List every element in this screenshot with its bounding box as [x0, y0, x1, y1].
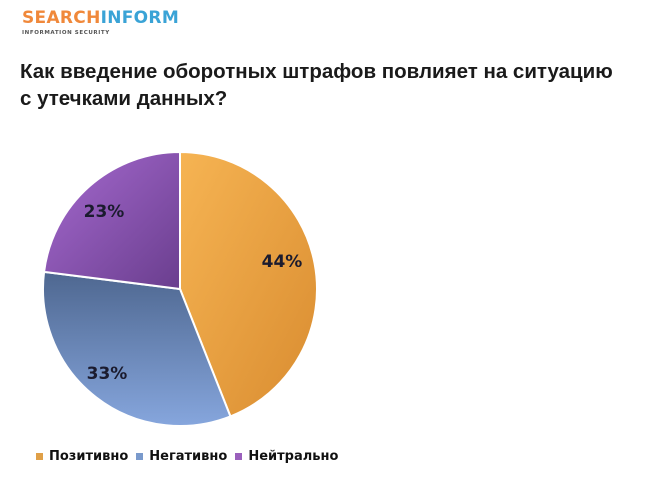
logo-part-inform: INFORM: [100, 8, 180, 28]
chart-title-line-2: с утечками данных?: [20, 87, 228, 110]
logo-part-search: SEARCH: [22, 8, 101, 28]
chart-legend: Позитивно Негативно Нейтрально: [36, 449, 346, 464]
legend-item-neutral: Нейтрально: [235, 449, 338, 464]
slice-value-label: 33%: [87, 364, 128, 384]
legend-swatch-negative: [136, 453, 144, 460]
pie-slice-positive: [179, 150, 318, 418]
pie-slice-neutral: [42, 150, 181, 291]
legend-item-negative: Негативно: [136, 449, 227, 464]
pie-slice-negative: [42, 270, 232, 427]
chart-title: Как введение оборотных штрафов повлияет …: [20, 58, 660, 112]
brand-logo: SEARCHINFORM INFORMATION SECURITY: [22, 8, 179, 36]
slice-value-label: 23%: [84, 202, 125, 222]
slice-value-label: 44%: [262, 252, 303, 272]
logo-subtitle: INFORMATION SECURITY: [22, 30, 110, 36]
logo-wordmark: SEARCHINFORM: [22, 8, 179, 28]
legend-label: Позитивно: [49, 449, 129, 464]
chart-title-line-1: Как введение оборотных штрафов повлияет …: [20, 60, 613, 83]
legend-item-positive: Позитивно: [36, 449, 128, 464]
legend-label: Негативно: [149, 449, 228, 464]
legend-swatch-neutral: [235, 453, 243, 460]
legend-swatch-positive: [36, 453, 43, 460]
legend-label: Нейтрально: [248, 449, 339, 464]
